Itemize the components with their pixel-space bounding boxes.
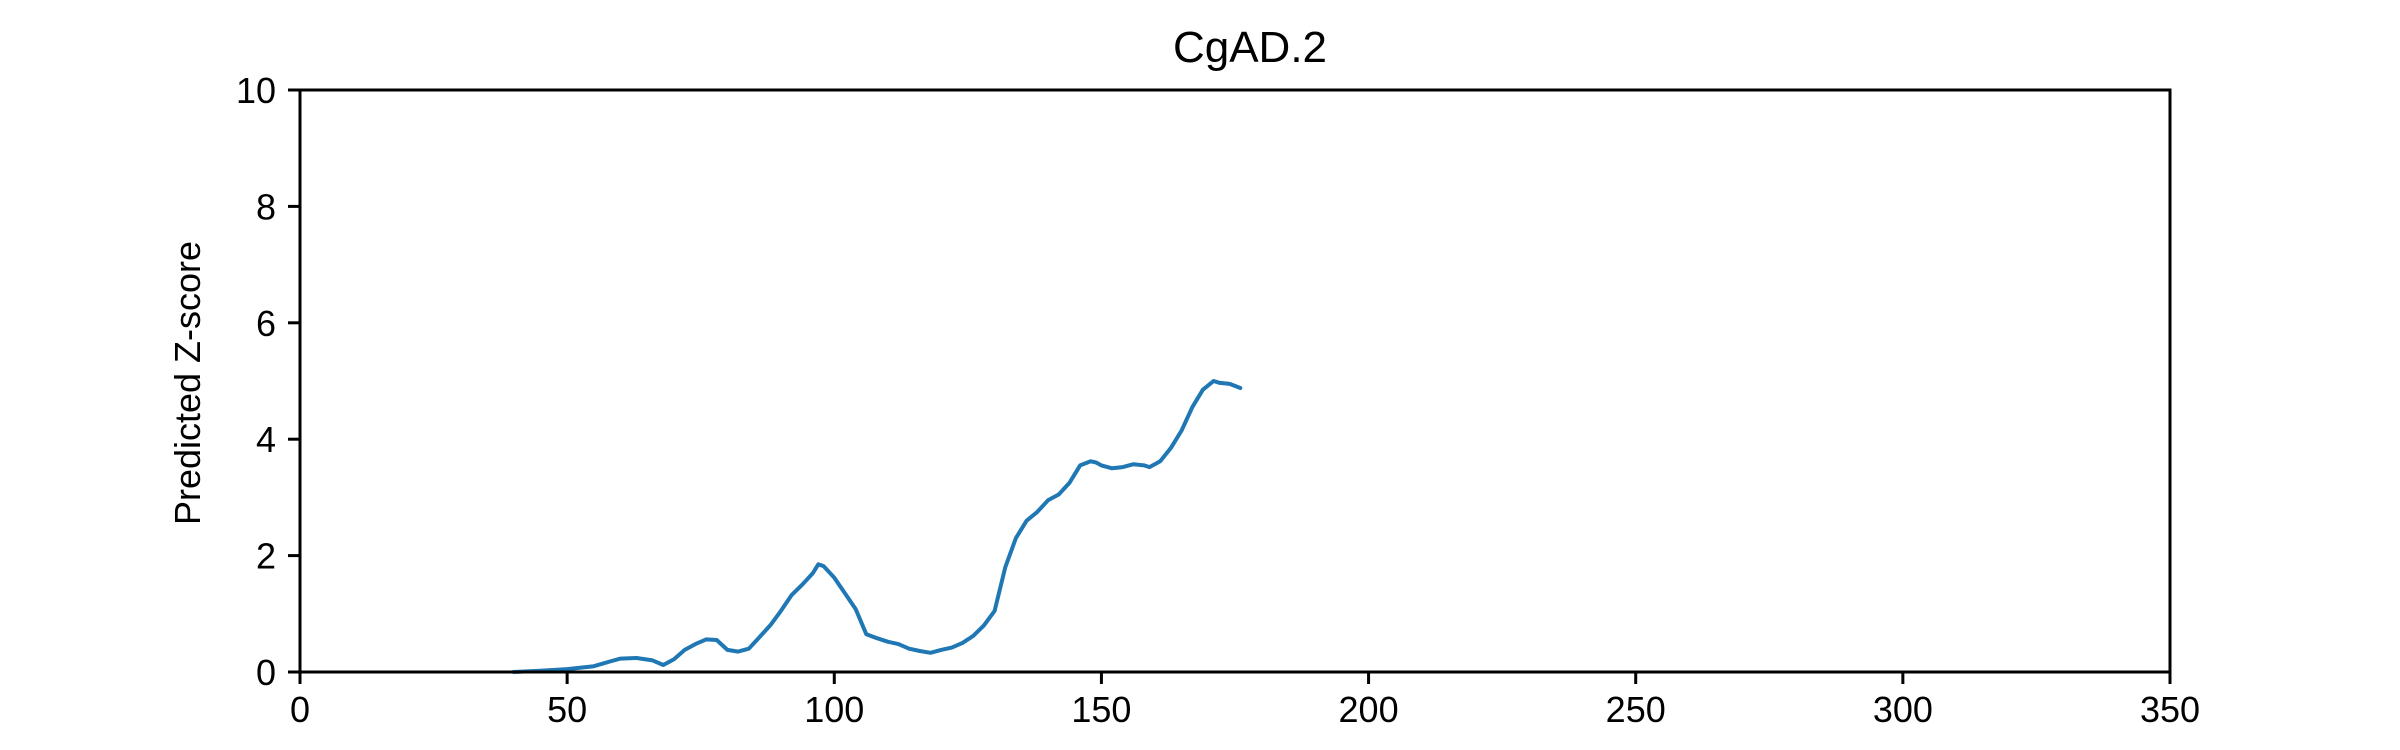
chart-title: CgAD.2 bbox=[1173, 23, 1327, 72]
x-tick-label: 50 bbox=[547, 689, 587, 730]
x-tick-label: 150 bbox=[1071, 689, 1131, 730]
y-tick-label: 4 bbox=[256, 419, 276, 460]
x-tick-label: 0 bbox=[290, 689, 310, 730]
y-axis-label: Predicted Z-score bbox=[167, 241, 208, 525]
x-tick-label: 250 bbox=[1606, 689, 1666, 730]
plot-marks: 0 50 100 150 200 250 300 350 0 2 4 6 8 10 bbox=[236, 70, 2200, 730]
y-tick-label: 0 bbox=[256, 652, 276, 693]
x-tick-label: 300 bbox=[1873, 689, 1933, 730]
y-tick-label: 2 bbox=[256, 536, 276, 577]
plot-frame bbox=[298, 88, 2172, 674]
x-tick-label: 350 bbox=[2140, 689, 2200, 730]
y-tick-label: 8 bbox=[256, 186, 276, 227]
x-tick-label: 200 bbox=[1339, 689, 1399, 730]
x-tick-label: 100 bbox=[804, 689, 864, 730]
y-tick-label: 10 bbox=[236, 70, 276, 111]
y-tick-label: 6 bbox=[256, 303, 276, 344]
series-line bbox=[511, 379, 1243, 674]
